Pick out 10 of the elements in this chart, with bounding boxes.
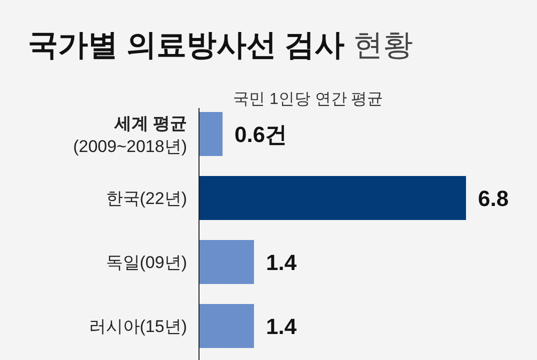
data-label: 0.6건 (234, 122, 288, 147)
data-label: 1.4 (266, 250, 298, 275)
data-label: 1.4 (266, 314, 298, 339)
y-tick-label: 세계 평균 (2009~2018년) (73, 114, 187, 156)
y-tick-label: 한국(22년) (106, 189, 187, 208)
chart-title: 국가별 의료방사선 검사 현황 (28, 29, 414, 62)
y-tick-label: 독일(09년) (106, 253, 187, 272)
chart-subtitle: 국민 1인당 연간 평균 (233, 91, 384, 108)
y-tick-label: 러시아(15년) (88, 317, 187, 336)
data-label: 6.8 (478, 186, 509, 211)
